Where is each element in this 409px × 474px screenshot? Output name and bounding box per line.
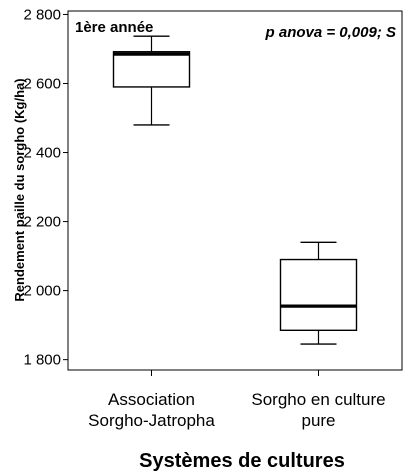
box-iqr	[112, 51, 191, 88]
x-category-label: pure	[301, 411, 335, 430]
box-2	[279, 241, 358, 345]
annotation-year: 1ère année	[75, 19, 153, 36]
boxes-layer	[112, 35, 358, 345]
x-category-label: Sorgho en culture	[251, 390, 385, 409]
y-tick-label: 2 000	[23, 283, 61, 300]
y-tick-label: 2 800	[23, 6, 61, 23]
x-axis: Association Sorgho-Jatropha Sorgho en cult…	[88, 370, 386, 430]
box-iqr	[279, 258, 358, 332]
x-category-label: Association	[108, 390, 195, 409]
y-tick-label: 2 400	[23, 145, 61, 162]
annotation-anova: p anova = 0,009; S	[265, 24, 396, 41]
x-category-label: Sorgho-Jatropha	[88, 411, 215, 430]
x-axis-label: Systèmes de cultures	[139, 450, 345, 472]
y-axis-label: Rendement paille du sorgho (Kg/ha)	[12, 78, 27, 301]
y-tick-label: 1 800	[23, 352, 61, 369]
y-tick-label: 2 600	[23, 75, 61, 92]
y-axis: 1 800 2 000 2 200 2 400 2 600 2 800	[23, 6, 68, 369]
y-tick-label: 2 200	[23, 214, 61, 231]
box-1	[112, 35, 191, 126]
